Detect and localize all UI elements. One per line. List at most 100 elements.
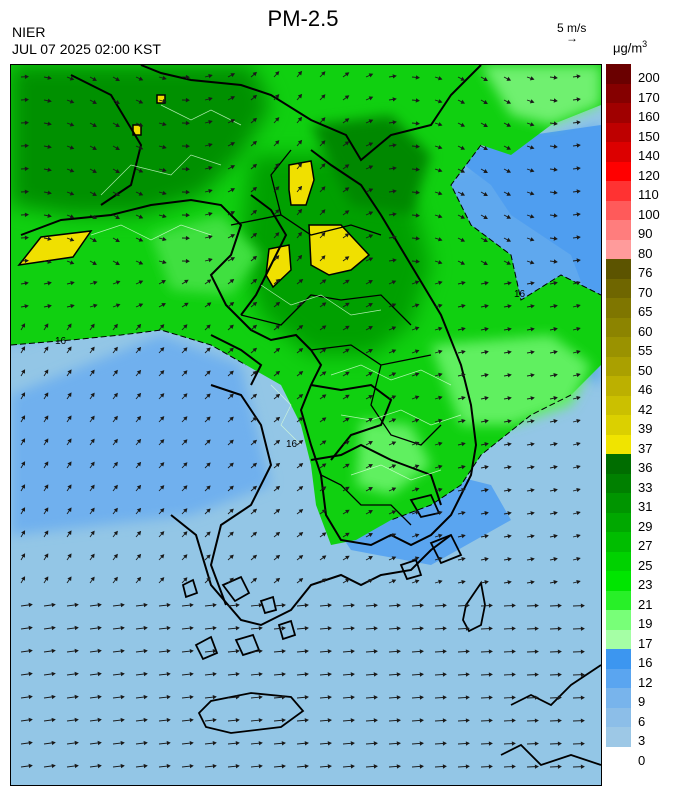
wind-arrow-head [530,580,535,585]
wind-arrow-head [511,649,516,654]
concentration-map[interactable]: 16 16 16 [10,64,602,786]
wind-arrow-head [442,695,447,700]
wind-arrow-head [185,74,190,80]
wind-arrow-head [438,326,443,331]
wind-arrow-head [47,213,52,218]
wind-arrow-head [235,694,240,700]
wind-arrow-head [235,671,240,677]
wind-arrow-head [488,649,493,654]
wind-arrow-head [120,763,125,769]
wind-arrow-head [44,369,49,374]
wind-arrow-head [44,530,49,535]
wind-arrow-head [506,237,512,242]
wind-arrow-head [212,695,217,700]
wind-arrow-head [281,741,286,746]
wind-arrow-head [345,302,350,307]
wind-arrow-head [230,142,236,147]
wind-arrow-head [44,346,49,351]
wind-arrow-head [483,238,488,242]
wind-arrow-head [483,123,488,127]
wind-arrow-head [113,530,118,536]
wind-arrow-head [553,144,558,149]
wind-arrow-head [414,441,420,446]
wind-arrow-head [230,96,236,101]
wind-arrow-head [212,741,217,746]
wind-arrow-head [297,139,303,145]
wind-arrow-head [368,372,373,376]
wind-arrow-head [483,77,488,81]
wind-arrow-head [415,190,420,195]
wind-arrow-head [576,212,581,217]
wind-arrow-head [252,554,258,560]
wind-arrow-head [252,393,258,399]
wind-arrow-head [230,211,236,216]
contour-label: 16 [55,336,67,347]
wind-arrow-head [507,327,512,332]
legend-tick-label: 150 [638,128,660,144]
wind-arrow-head [553,534,558,539]
wind-arrow-head [67,415,72,420]
wind-arrow-head [21,461,26,466]
wind-arrow-head [21,415,26,420]
wind-arrow-head [235,602,240,608]
wind-arrow-head [484,327,489,332]
wind-arrow-head [159,462,165,467]
wind-arrow-head [69,237,75,242]
wind-arrow-head [321,279,327,284]
wind-arrow-head [507,396,512,401]
wind-arrow-head [159,485,165,490]
legend-tick-label: 37 [638,440,653,456]
wind-arrow-head [51,671,56,677]
wind-arrow-head [136,553,142,559]
wind-arrow-head [90,392,95,398]
wind-arrow-head [484,511,489,516]
wind-arrow-head [327,764,332,769]
wind-arrow-head [368,142,374,147]
wind-arrow-head [252,163,257,169]
wind-arrow-head [392,97,397,102]
wind-arrow-head [229,393,234,398]
wind-arrow-head [460,145,466,150]
wind-arrow-head [28,625,33,631]
wind-arrow-head [90,415,95,421]
wind-arrow-head [392,212,397,217]
wind-arrow-head [138,303,144,308]
wind-arrow-head [162,98,167,104]
wind-arrow-head [275,186,280,191]
wind-arrow-head [159,577,165,582]
contour-line-16 [11,144,601,521]
wind-arrow-head [461,395,466,401]
wind-arrow-head [24,166,29,171]
wind-arrow-head [229,279,235,284]
wind-arrow-head [275,278,281,284]
wind-arrow-head [183,554,188,559]
wind-arrow-head [576,326,581,332]
wind-arrow-head [391,441,397,446]
wind-arrow-head [185,97,190,103]
wind-vector-field [20,70,585,769]
legend-tick-label: 17 [638,635,653,651]
legend-color-cell [606,356,631,377]
wind-arrow-head [230,119,236,124]
wind-arrow-head [576,418,581,424]
legend-tick-label: 27 [638,538,653,553]
wind-arrow-head [143,763,148,769]
wind-arrow-head [350,764,355,769]
wind-arrow-head [576,533,581,539]
wind-arrow-head [392,235,397,240]
wind-arrow-head [136,438,142,444]
wind-arrow-head [461,579,466,585]
wind-arrow-head [44,438,49,443]
wind-arrow-head [414,303,420,308]
legend-tick-label: 6 [638,713,646,729]
wind-arrow-head [557,695,562,700]
wind-arrow-head [136,369,142,375]
wind-arrow-head [530,281,535,286]
wind-arrow-head [298,416,304,422]
wind-arrow-head [465,649,470,654]
wind-arrow-head [345,440,350,445]
wind-arrow-head [373,695,378,700]
wind-arrow-head [350,672,355,677]
wind-arrow-head [576,74,581,79]
wind-arrow-head [183,531,188,536]
